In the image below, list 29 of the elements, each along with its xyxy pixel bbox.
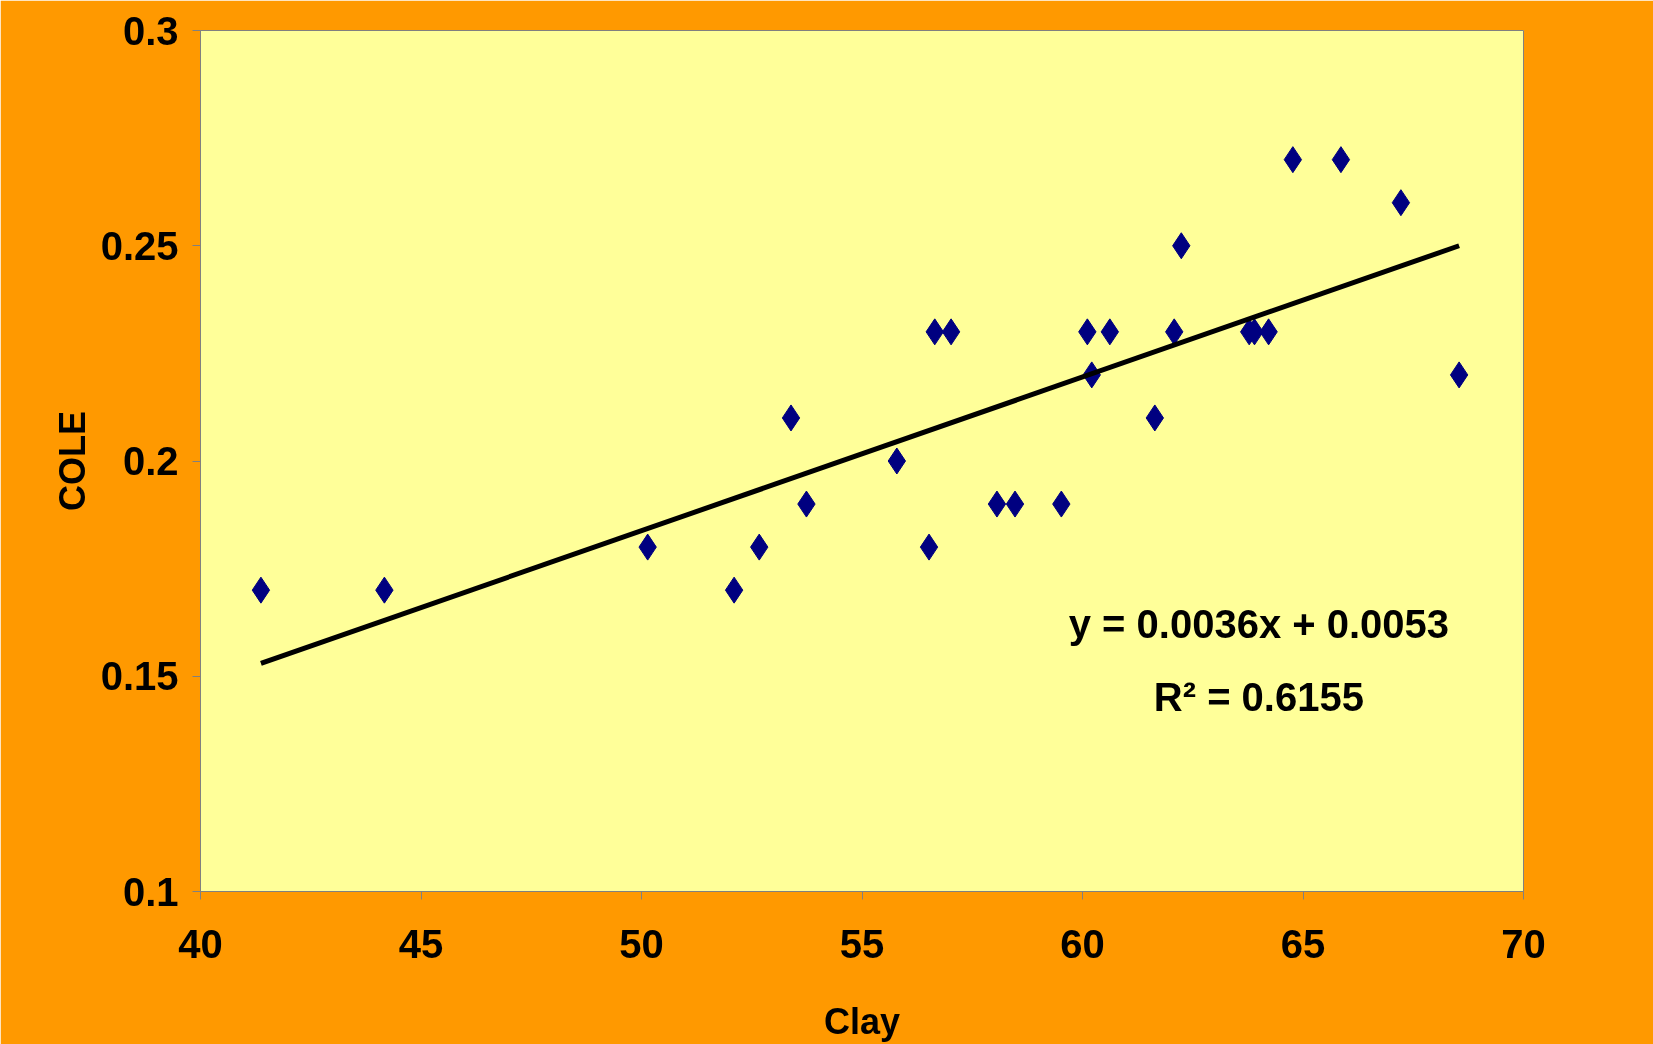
x-tick-label: 40 xyxy=(178,921,223,966)
y-tick-label: 0.3 xyxy=(122,8,179,53)
point xyxy=(1100,318,1120,346)
x-tick-label: 45 xyxy=(398,921,444,966)
point xyxy=(987,490,1007,518)
point xyxy=(724,576,744,604)
x-axis-title: Clay xyxy=(823,1000,901,1042)
y-tick-label: 0.25 xyxy=(100,223,179,268)
point xyxy=(1005,490,1025,518)
point xyxy=(1391,189,1411,217)
point xyxy=(251,576,271,604)
point xyxy=(919,533,939,561)
point xyxy=(781,404,801,432)
y-tick-label: 0.1 xyxy=(122,869,179,914)
x-tick-label: 55 xyxy=(839,921,885,966)
annotation: R² = 0.6155 xyxy=(1153,675,1364,720)
point xyxy=(941,318,961,346)
point xyxy=(1283,146,1303,174)
point xyxy=(887,447,907,475)
y-axis-title: COLE xyxy=(51,410,93,511)
y-tick-label: 0.2 xyxy=(122,439,179,483)
x-tick-label: 60 xyxy=(1060,921,1105,966)
y-tick-label: 0.15 xyxy=(100,654,179,699)
x-tick-label: 65 xyxy=(1280,921,1326,966)
point xyxy=(1449,361,1469,389)
annotation: y = 0.0036x + 0.0053 xyxy=(1068,602,1450,647)
x-tick-label: 50 xyxy=(619,921,664,966)
point xyxy=(1331,146,1351,174)
x-tick-label: 70 xyxy=(1501,921,1546,966)
